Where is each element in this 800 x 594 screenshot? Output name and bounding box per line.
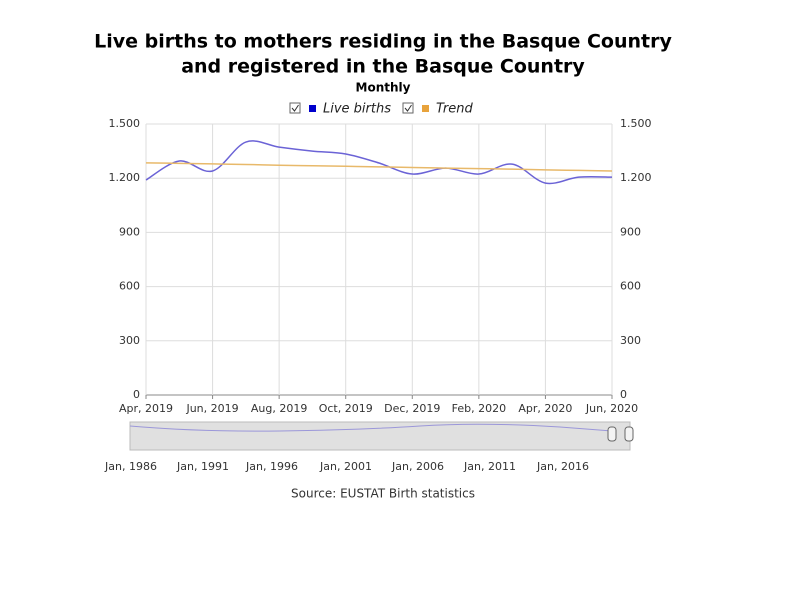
navigator-label: Jan, 1986	[104, 460, 157, 473]
source: Source: EUSTAT Birth statistics	[291, 487, 475, 501]
y2-tick-label: 1.500	[620, 117, 652, 130]
x-tick-label: Feb, 2020	[452, 402, 506, 415]
y2-tick-label: 600	[620, 280, 641, 293]
navigator-label: Jan, 2001	[319, 460, 372, 473]
navigator-label: Jan, 1996	[245, 460, 298, 473]
navigator-handle[interactable]	[607, 426, 617, 442]
legend-check[interactable]	[291, 104, 299, 112]
x-tick-label: Oct, 2019	[319, 402, 373, 415]
y2-tick-label: 1.200	[620, 171, 652, 184]
x-tick-label: Dec, 2019	[384, 402, 440, 415]
navigator-label: Jan, 2006	[391, 460, 444, 473]
navigator-label: Jan, 1991	[176, 460, 229, 473]
legend-check[interactable]	[404, 104, 412, 112]
navigator-label: Jan, 2011	[463, 460, 516, 473]
y-tick-label: 1.500	[109, 117, 141, 130]
y-tick-label: 0	[133, 388, 140, 401]
y-tick-label: 300	[119, 334, 140, 347]
chart-title: Live births to mothers residing in the B…	[94, 31, 672, 53]
series-line	[145, 140, 613, 185]
y-tick-label: 900	[119, 225, 140, 238]
legend-marker[interactable]	[309, 105, 316, 112]
legend-label[interactable]: Live births	[323, 102, 391, 117]
series-line	[145, 162, 613, 172]
x-tick-label: Aug, 2019	[251, 402, 307, 415]
x-tick-label: Apr, 2020	[518, 402, 572, 415]
legend-checkbox[interactable]	[289, 102, 301, 114]
x-tick-label: Apr, 2019	[119, 402, 173, 415]
y2-tick-label: 0	[620, 388, 627, 401]
legend-checkbox[interactable]	[402, 102, 414, 114]
legend-marker[interactable]	[422, 105, 429, 112]
x-tick-label: Jun, 2020	[585, 402, 638, 415]
y-tick-label: 600	[119, 280, 140, 293]
navigator-handle[interactable]	[624, 426, 634, 442]
navigator-line	[129, 423, 613, 432]
y2-tick-label: 900	[620, 225, 641, 238]
chart-subtitle: Monthly	[356, 81, 411, 95]
y2-tick-label: 300	[620, 334, 641, 347]
chart-title: and registered in the Basque Country	[181, 56, 585, 78]
x-tick-label: Jun, 2019	[185, 402, 238, 415]
legend-label[interactable]: Trend	[436, 102, 474, 117]
y-tick-label: 1.200	[109, 171, 141, 184]
navigator-label: Jan, 2016	[536, 460, 589, 473]
